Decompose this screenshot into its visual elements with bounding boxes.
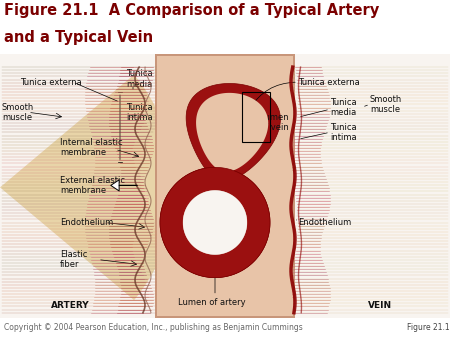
Bar — [242, 92, 270, 142]
Bar — [157, 56, 293, 316]
Polygon shape — [160, 167, 270, 277]
Text: Internal elastic
membrane: Internal elastic membrane — [60, 138, 122, 157]
Polygon shape — [206, 138, 245, 226]
Wedge shape — [0, 75, 175, 300]
Text: Tunica externa: Tunica externa — [298, 78, 360, 87]
Bar — [155, 54, 295, 318]
Polygon shape — [196, 93, 268, 172]
Text: Figure 21.1: Figure 21.1 — [407, 323, 450, 332]
Polygon shape — [211, 140, 240, 224]
Text: Tunica externa: Tunica externa — [20, 78, 82, 87]
Text: Tunica
intima: Tunica intima — [126, 102, 153, 122]
Bar — [155, 54, 295, 318]
Polygon shape — [160, 167, 270, 277]
Text: Tunica
intima: Tunica intima — [330, 123, 356, 142]
Polygon shape — [183, 190, 247, 255]
Text: Smooth
muscle: Smooth muscle — [2, 102, 34, 122]
Text: Lumen of artery: Lumen of artery — [178, 298, 246, 307]
Text: Endothelium: Endothelium — [298, 218, 351, 227]
Text: Endothelium: Endothelium — [60, 218, 113, 227]
Polygon shape — [186, 83, 280, 181]
Text: Elastic
fiber: Elastic fiber — [60, 250, 87, 269]
Text: Figure 21.1  A Comparison of a Typical Artery: Figure 21.1 A Comparison of a Typical Ar… — [4, 3, 380, 18]
Text: ARTERY: ARTERY — [51, 301, 89, 310]
FancyArrowPatch shape — [111, 180, 137, 191]
Polygon shape — [183, 190, 247, 255]
Text: External elastic
membrane: External elastic membrane — [60, 176, 125, 195]
Text: Smooth
muscle: Smooth muscle — [370, 95, 402, 114]
Text: and a Typical Vein: and a Typical Vein — [4, 30, 153, 45]
Text: Lumen
of vein: Lumen of vein — [260, 113, 289, 132]
Text: Tunica
media: Tunica media — [126, 69, 153, 89]
Text: Copyright © 2004 Pearson Education, Inc., publishing as Benjamin Cummings: Copyright © 2004 Pearson Education, Inc.… — [4, 323, 303, 332]
Text: VEIN: VEIN — [368, 301, 392, 310]
Text: Tunica
media: Tunica media — [330, 97, 356, 117]
